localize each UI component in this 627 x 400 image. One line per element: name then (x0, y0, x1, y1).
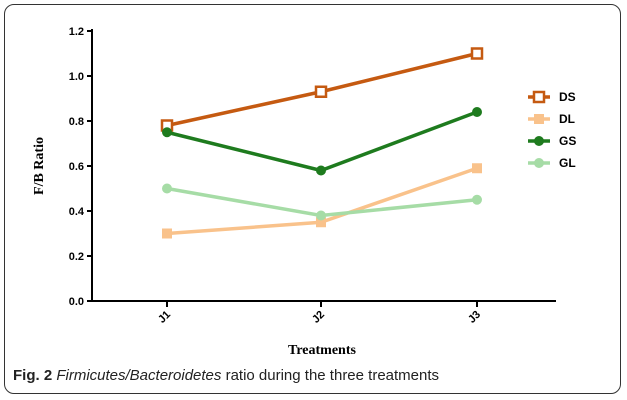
legend-item-ds: DS (528, 90, 576, 104)
legend-label: GL (559, 156, 576, 170)
legend-label: DS (559, 90, 576, 104)
data-point (472, 163, 482, 174)
series-line (166, 110, 478, 173)
data-point (470, 47, 484, 60)
figure-caption: Fig. 2 Firmicutes/Bacteroidetes ratio du… (13, 367, 439, 384)
data-point (316, 165, 326, 176)
legend-item-gl: GL (528, 156, 576, 170)
legend-marker (534, 158, 544, 168)
x-axis-title: Treatments (288, 343, 356, 358)
caption-italic-text: Firmicutes/Bacteroidetes (56, 367, 222, 384)
series-ds (160, 47, 484, 132)
data-point (472, 194, 482, 205)
legend-marker (534, 114, 544, 124)
y-tick-label: 0.2 (69, 251, 84, 263)
legend-label: GS (559, 134, 576, 148)
chart-legend: DS DL GS GL (528, 90, 576, 170)
legend-marker (532, 90, 546, 104)
y-tick-label: 0.4 (69, 206, 85, 218)
y-axis-title: F/B Ratio (32, 137, 47, 195)
legend-item-gs: GS (528, 134, 576, 148)
series-gs (162, 107, 482, 176)
y-tick-label: 0.8 (69, 116, 84, 128)
legend-label: DL (559, 112, 575, 126)
y-tick-label: 1.0 (69, 71, 84, 83)
legend-item-dl: DL (528, 112, 575, 126)
x-tick-label: J1 (156, 309, 173, 326)
legend-marker (534, 136, 544, 146)
data-point (316, 217, 326, 228)
figure-frame (4, 4, 621, 394)
chart-axes: 0.0 0.2 0.4 0.6 0.8 1.0 1.2 J1 J2 J3 (69, 26, 556, 326)
series-gl (162, 183, 482, 221)
y-tick-label: 0.6 (69, 161, 84, 173)
data-point (472, 107, 482, 117)
x-tick-label: J2 (310, 309, 327, 326)
caption-text: ratio during the three treatments (221, 367, 440, 384)
chart-series (160, 47, 484, 239)
series-dl (162, 163, 482, 239)
data-point (316, 210, 326, 221)
data-point (314, 85, 328, 98)
y-tick-label: 0.0 (69, 296, 84, 308)
y-tick-label: 1.2 (69, 26, 84, 38)
caption-figure-label: Fig. 2 (13, 367, 53, 384)
x-tick-label: J3 (466, 309, 483, 326)
data-point (162, 228, 172, 239)
data-point (162, 127, 172, 138)
data-point (162, 183, 172, 194)
